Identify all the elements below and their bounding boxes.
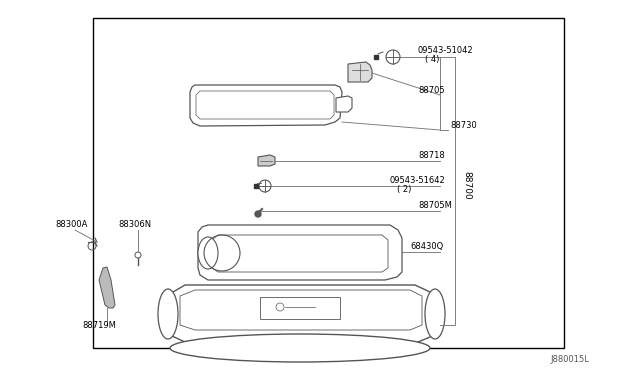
Polygon shape (196, 91, 334, 119)
Polygon shape (212, 235, 388, 272)
Bar (93, 18, 564, 348)
Text: 88730: 88730 (450, 121, 477, 130)
Text: 88719M: 88719M (82, 321, 116, 330)
Ellipse shape (425, 289, 445, 339)
Text: 09543-51642: 09543-51642 (390, 176, 445, 185)
Polygon shape (348, 62, 372, 82)
Polygon shape (198, 225, 402, 280)
Polygon shape (258, 155, 275, 166)
Text: 09543-51042: 09543-51042 (418, 46, 474, 55)
Text: 88718: 88718 (418, 151, 445, 160)
Ellipse shape (170, 334, 430, 362)
Text: 88705: 88705 (418, 86, 445, 95)
Text: 88705M: 88705M (418, 201, 452, 210)
Text: ( 2): ( 2) (397, 185, 412, 194)
Polygon shape (336, 96, 352, 112)
Polygon shape (190, 85, 342, 126)
Polygon shape (180, 290, 422, 330)
Text: 88306N: 88306N (118, 220, 151, 229)
Text: 68430Q: 68430Q (410, 242, 444, 251)
Ellipse shape (158, 289, 178, 339)
Text: 88300A: 88300A (55, 220, 88, 229)
Text: ( 4): ( 4) (425, 55, 440, 64)
Text: J880015L: J880015L (550, 355, 589, 364)
Bar (260, 297, 340, 319)
Ellipse shape (198, 237, 218, 269)
Text: 88700: 88700 (462, 171, 471, 199)
Polygon shape (168, 285, 435, 342)
Circle shape (255, 211, 261, 217)
Polygon shape (99, 267, 115, 308)
